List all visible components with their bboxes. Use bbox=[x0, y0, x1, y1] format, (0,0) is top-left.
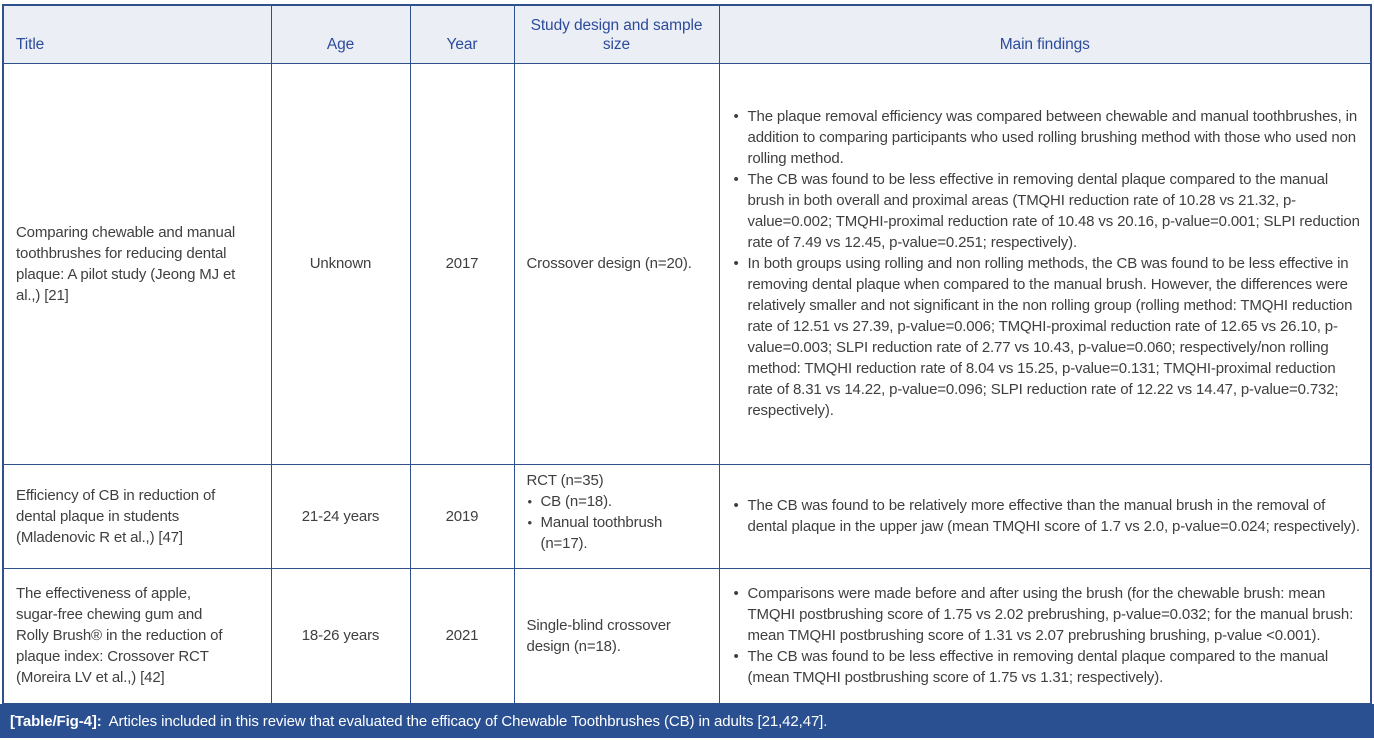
study-design: Single-blind crossover design (n=18). bbox=[513, 567, 720, 705]
caption-bar: [Table/Fig-4]: Articles included in this… bbox=[0, 704, 1374, 738]
study-year: 2017 bbox=[409, 62, 515, 465]
finding-item: Comparisons were made before and after u… bbox=[732, 583, 1363, 646]
study-findings: Comparisons were made before and after u… bbox=[718, 567, 1372, 705]
finding-item: The CB was found to be relatively more e… bbox=[732, 495, 1363, 537]
table-row: Efficiency of CB in reduction of dental … bbox=[2, 463, 1372, 569]
design-item: CB (n=18). bbox=[527, 491, 699, 512]
study-findings: The CB was found to be relatively more e… bbox=[718, 463, 1372, 569]
design-list: CB (n=18). Manual toothbrush (n=17). bbox=[527, 491, 699, 554]
design-text: RCT (n=35) bbox=[526, 471, 604, 489]
study-design: Crossover design (n=20). bbox=[513, 62, 720, 465]
table-header-row: Title Age Year Study design and sample s… bbox=[2, 4, 1372, 64]
header-cell-year: Year bbox=[409, 4, 515, 64]
study-findings: The plaque removal efficiency was compar… bbox=[718, 62, 1372, 465]
header-cell-design: Study design and sample size bbox=[513, 4, 720, 64]
design-item: Manual toothbrush (n=17). bbox=[527, 512, 699, 554]
study-year: 2021 bbox=[409, 567, 515, 705]
finding-item: The plaque removal efficiency was compar… bbox=[732, 106, 1363, 169]
review-table: Title Age Year Study design and sample s… bbox=[2, 4, 1372, 705]
design-text: Crossover design (n=20). bbox=[526, 255, 692, 272]
header-cell-findings: Main findings bbox=[718, 4, 1372, 64]
finding-item: The CB was found to be less effective in… bbox=[732, 169, 1363, 253]
table-row: The effectiveness of apple, sugar-free c… bbox=[2, 567, 1372, 705]
findings-list: The plaque removal efficiency was compar… bbox=[732, 106, 1363, 421]
findings-list: Comparisons were made before and after u… bbox=[732, 583, 1363, 688]
table-row: Comparing chewable and manual toothbrush… bbox=[2, 62, 1372, 465]
study-title: Efficiency of CB in reduction of dental … bbox=[2, 463, 272, 569]
study-age: Unknown bbox=[270, 62, 411, 465]
caption-label: [Table/Fig-4]: bbox=[10, 712, 102, 730]
finding-item: The CB was found to be less effective in… bbox=[732, 646, 1363, 688]
study-year: 2019 bbox=[409, 463, 515, 569]
study-title: Comparing chewable and manual toothbrush… bbox=[2, 62, 272, 465]
study-age: 18-26 years bbox=[270, 567, 411, 705]
study-title: The effectiveness of apple, sugar-free c… bbox=[2, 567, 272, 705]
design-text: Single-blind crossover design (n=18). bbox=[526, 616, 671, 655]
study-design: RCT (n=35) CB (n=18). Manual toothbrush … bbox=[513, 463, 720, 569]
caption-text: Articles included in this review that ev… bbox=[108, 712, 828, 730]
header-cell-age: Age bbox=[270, 4, 411, 64]
finding-item: In both groups using rolling and non rol… bbox=[732, 253, 1363, 421]
header-cell-title: Title bbox=[2, 4, 272, 64]
study-age: 21-24 years bbox=[270, 463, 411, 569]
findings-list: The CB was found to be relatively more e… bbox=[732, 495, 1363, 537]
